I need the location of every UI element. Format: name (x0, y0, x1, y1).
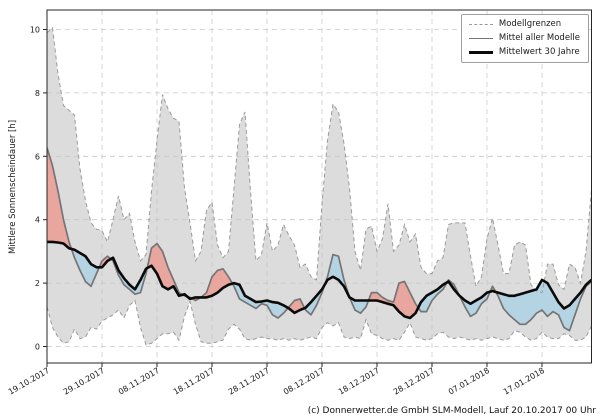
y-tick-label: 4 (35, 216, 40, 225)
copyright-footer: (c) Donnerwetter.de GmbH SLM-Modell, Lau… (307, 406, 596, 416)
y-tick-label: 0 (35, 343, 40, 352)
x-tick-label: 28.12.2017 (392, 366, 436, 397)
x-tick-label: 07.01.2018 (447, 366, 491, 397)
solid-line-swatch (468, 38, 493, 39)
climate-mean-line (47, 240, 592, 320)
x-tick-label: 08.12.2017 (282, 366, 326, 397)
y-tick-label: 10 (30, 26, 40, 35)
x-tick-label: 18.12.2017 (337, 366, 381, 397)
plot-area (47, 10, 592, 363)
model-range-band (47, 27, 592, 345)
model-min-line (47, 299, 592, 346)
legend-item-modellgrenzen: Modellgrenzen (468, 19, 580, 30)
y-tick-label: 6 (35, 152, 40, 161)
gridlines (47, 10, 592, 363)
legend-item-mittelwert-30-jahre: Mittelwert 30 Jahre (468, 47, 580, 58)
legend-label: Mittelwert 30 Jahre (498, 47, 580, 57)
x-tick-label: 29.10.2017 (62, 366, 106, 397)
dashed-line-swatch (468, 24, 493, 25)
x-tick-label: 28.11.2017 (227, 366, 271, 397)
legend-label: Mittel aller Modelle (498, 33, 580, 43)
legend: Modellgrenzen Mittel aller Modelle Mitte… (460, 14, 589, 63)
legend-label: Modellgrenzen (498, 19, 562, 29)
ensemble-mean-line (47, 147, 592, 332)
x-tick-label: 08.11.2017 (117, 366, 161, 397)
y-tick-label: 8 (35, 89, 40, 98)
y-axis-label: Mittlere Sonnenscheindauer [h] (8, 119, 18, 255)
x-tick-label: 19.10.2017 (7, 366, 51, 397)
thick-line-swatch (468, 51, 493, 54)
plot-border (46, 9, 592, 364)
x-tick-label: 17.01.2018 (502, 366, 546, 397)
legend-item-mittel-aller-modelle: Mittel aller Modelle (468, 33, 580, 44)
y-tick-label: 2 (35, 279, 40, 288)
x-tick-label: 18.11.2017 (172, 366, 216, 397)
tick-marks (43, 29, 543, 367)
